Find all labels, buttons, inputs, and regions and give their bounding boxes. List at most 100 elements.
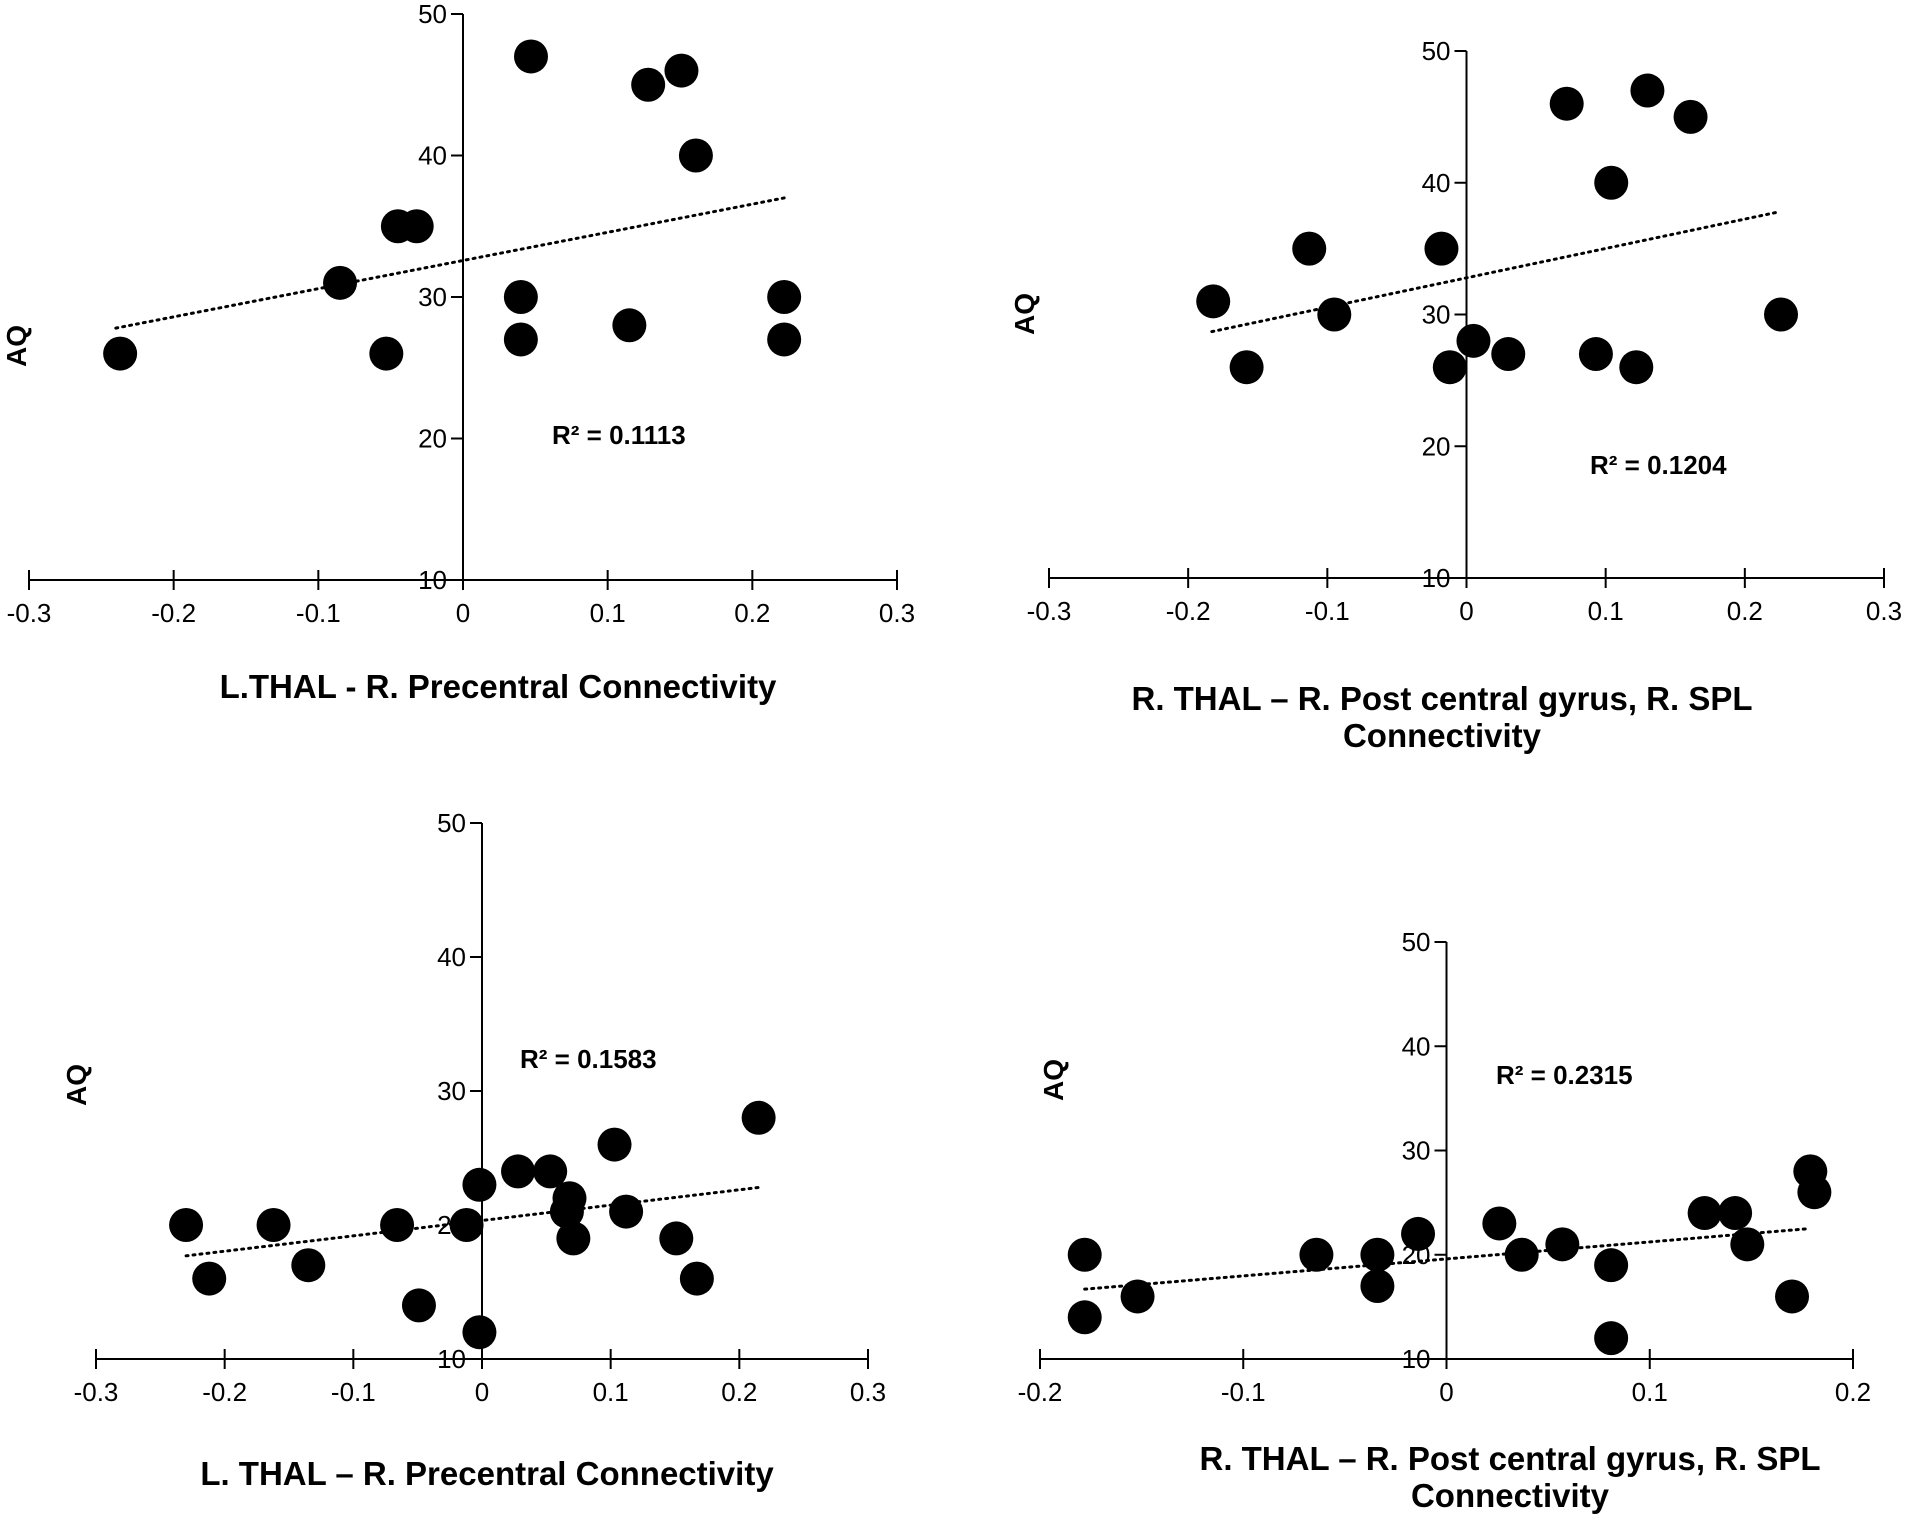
- y-tick-label: 10: [1402, 1344, 1431, 1374]
- chart-panel-top-right: -0.3 -0.2 -0.1 0 0.1 0.2 0.3 10 20 30 40 50 R² = 0.…: [1009, 36, 1902, 754]
- data-point: [513, 39, 548, 74]
- data-point: [679, 1261, 714, 1296]
- data-point: [741, 1100, 776, 1135]
- data-point: [533, 1154, 568, 1189]
- y-tick-label: 30: [418, 282, 447, 312]
- data-point: [323, 265, 358, 300]
- data-point: [1317, 297, 1352, 332]
- data-point: [192, 1261, 227, 1296]
- data-point: [1360, 1237, 1395, 1272]
- data-point: [1067, 1300, 1102, 1335]
- data-point: [291, 1248, 326, 1283]
- x-tick-label: -0.2: [1166, 596, 1211, 626]
- x-axis-label-line1: R. THAL – R. Post central gyrus, R. SPL: [1131, 680, 1752, 717]
- trendline: [114, 196, 786, 330]
- x-tick-label: 0.1: [1632, 1377, 1668, 1407]
- data-point: [169, 1208, 204, 1242]
- data-point: [1456, 323, 1491, 358]
- data-point: [1619, 350, 1654, 385]
- x-tick-label: 0: [1459, 596, 1473, 626]
- data-point: [501, 1154, 536, 1189]
- trendline-group: [114, 196, 786, 330]
- y-tick-label: 30: [1402, 1136, 1431, 1166]
- y-tick-label: 40: [1422, 168, 1451, 198]
- data-point: [256, 1208, 291, 1242]
- y-tick-label: 50: [1402, 927, 1431, 957]
- data-point: [1764, 297, 1799, 332]
- y-axis-label: AQ: [1009, 293, 1040, 335]
- r-squared-label: R² = 0.1204: [1590, 450, 1727, 480]
- trendline-group: [1210, 210, 1782, 334]
- data-point: [503, 280, 538, 314]
- x-axis-label: L. THAL – R. Precentral Connectivity: [200, 1455, 774, 1492]
- data-point: [449, 1208, 484, 1242]
- points-group: [1196, 73, 1799, 385]
- y-tick-label: 10: [418, 565, 447, 595]
- data-point: [1718, 1196, 1753, 1231]
- data-point: [1594, 165, 1629, 200]
- data-point: [631, 67, 666, 102]
- data-point: [1229, 350, 1264, 385]
- trendline: [1083, 1227, 1810, 1291]
- data-point: [678, 138, 713, 173]
- x-tick-label: -0.2: [1018, 1377, 1063, 1407]
- data-point: [1687, 1196, 1722, 1231]
- data-point: [1673, 99, 1708, 134]
- x-tick-label: -0.1: [296, 598, 341, 628]
- data-point: [401, 1288, 436, 1323]
- x-tick-label: -0.3: [7, 598, 52, 628]
- y-axis-label: AQ: [1, 325, 32, 367]
- x-tick-label: 0.1: [1588, 596, 1624, 626]
- y-tick-label: 50: [418, 0, 447, 29]
- data-point: [1360, 1269, 1395, 1304]
- y-tick-label: 50: [437, 808, 466, 838]
- y-tick-label: 40: [1402, 1031, 1431, 1061]
- data-point: [609, 1194, 644, 1229]
- data-point: [1730, 1227, 1765, 1262]
- r-squared-label: R² = 0.1113: [552, 420, 686, 450]
- y-tick-label: 40: [437, 942, 466, 972]
- x-axis-label-line2: Connectivity: [1411, 1477, 1610, 1514]
- data-point: [1504, 1237, 1539, 1272]
- data-point: [1578, 337, 1613, 372]
- data-point: [1491, 337, 1526, 372]
- x-tick-label: 0.2: [1835, 1377, 1871, 1407]
- data-point: [1775, 1279, 1810, 1314]
- data-point: [462, 1167, 497, 1202]
- data-point: [1196, 284, 1231, 319]
- x-tick-label: 0: [456, 598, 470, 628]
- x-tick-label: -0.3: [74, 1377, 119, 1407]
- data-point: [1549, 86, 1584, 121]
- data-point: [612, 308, 647, 343]
- data-point: [767, 322, 802, 357]
- data-point: [1067, 1237, 1102, 1272]
- x-axis-label-line2: Connectivity: [1343, 717, 1542, 754]
- x-tick-label: 0.1: [593, 1377, 629, 1407]
- data-point: [369, 336, 404, 371]
- y-tick-label: 10: [1422, 563, 1451, 593]
- data-point: [1594, 1321, 1629, 1356]
- x-tick-label: 0.2: [721, 1377, 757, 1407]
- y-tick-label: 50: [1422, 36, 1451, 66]
- x-tick-label: 0: [475, 1377, 489, 1407]
- points-group: [1067, 1154, 1832, 1356]
- y-tick-label: 30: [437, 1076, 466, 1106]
- chart-panel-top-left: -0.3 -0.2 -0.1 0 0.1 0.2 0.3 10 20 30 40 50 R² = 0.…: [1, 0, 915, 705]
- data-point: [1594, 1248, 1629, 1283]
- data-point: [1120, 1279, 1155, 1314]
- data-point: [1292, 231, 1327, 266]
- x-tick-label: -0.1: [331, 1377, 376, 1407]
- data-point: [103, 336, 138, 371]
- x-tick-label: 0.2: [734, 598, 770, 628]
- data-point: [1545, 1227, 1580, 1262]
- points-group: [169, 1100, 776, 1350]
- data-point: [1299, 1237, 1334, 1272]
- y-tick-label: 10: [437, 1344, 466, 1374]
- x-axis-label: L.THAL - R. Precentral Connectivity: [220, 668, 777, 705]
- x-tick-label: 0.3: [879, 598, 915, 628]
- data-point: [1482, 1206, 1517, 1241]
